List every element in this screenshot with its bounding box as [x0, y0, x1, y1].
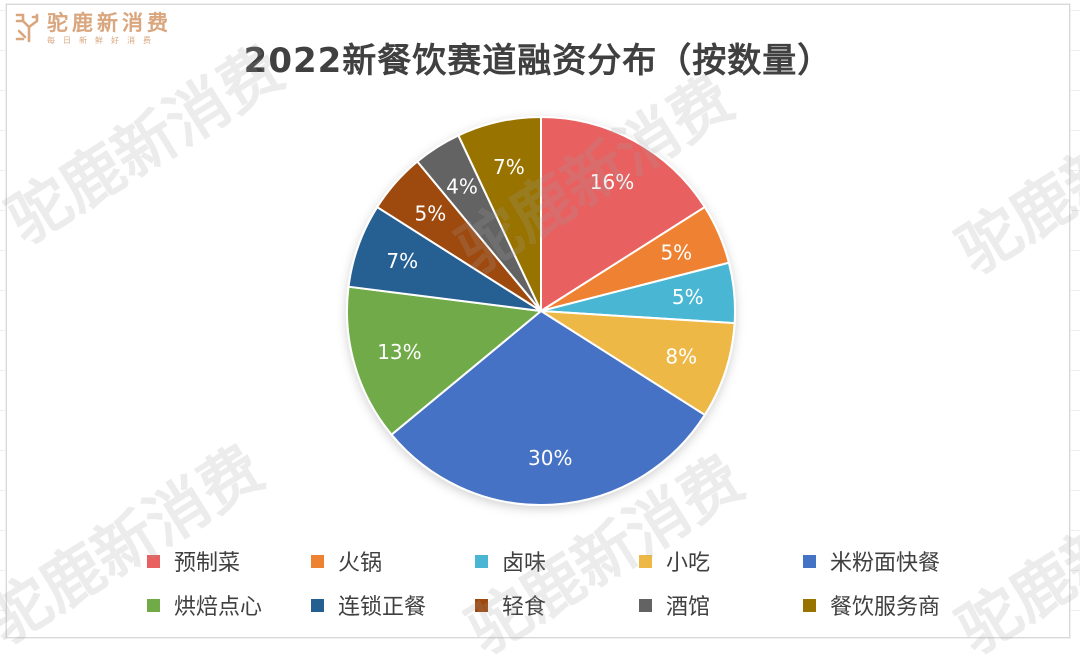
brand-name: 驼鹿新消费: [47, 11, 172, 35]
legend-swatch: [311, 554, 324, 568]
legend-swatch: [147, 598, 160, 612]
pie-data-label: 30%: [528, 446, 572, 470]
legend-label: 火锅: [338, 551, 383, 576]
legend-label: 餐饮服务商: [830, 595, 941, 620]
pie-data-label: 8%: [665, 345, 697, 369]
pie-data-label: 7%: [386, 249, 418, 273]
legend-swatch: [147, 554, 160, 568]
moose-logo-icon: [15, 13, 39, 43]
pie-chart: 16%5%5%8%30%13%7%5%4%7%: [346, 115, 736, 506]
pie-data-label: 5%: [660, 240, 692, 264]
legend-label: 烘焙点心: [174, 595, 263, 620]
pie-data-label: 13%: [377, 340, 421, 364]
legend-item: 烘焙点心: [147, 589, 311, 621]
chart-legend: 预制菜 火锅 卤味 小吃 米粉面快餐烘焙点心 连锁正餐 轻食 酒馆 餐饮服务商: [147, 545, 1027, 621]
legend-item: 小吃: [639, 545, 803, 577]
legend-item: 火锅: [311, 545, 475, 577]
legend-swatch: [311, 598, 324, 612]
pie-slice-小吃: [540, 310, 736, 417]
brand-tagline: 每日新鲜好消费: [47, 36, 159, 45]
legend-swatch: [475, 554, 488, 568]
legend-item: 餐饮服务商: [803, 589, 967, 621]
legend-item: 卤味: [475, 545, 639, 577]
legend-label: 轻食: [502, 595, 547, 620]
legend-label: 小吃: [666, 551, 711, 576]
legend-swatch: [639, 554, 652, 568]
pie-data-label: 16%: [590, 170, 634, 194]
legend-swatch: [639, 598, 652, 612]
legend-swatch: [803, 598, 816, 612]
pie-slice-米粉面快餐: [390, 309, 707, 506]
pie-slice-预制菜: [540, 115, 707, 313]
legend-swatch: [475, 598, 488, 612]
brand-logo-block: 驼鹿新消费 每日新鲜好消费: [13, 11, 172, 47]
legend-item: 连锁正餐: [311, 589, 475, 621]
legend-label: 连锁正餐: [338, 595, 427, 620]
legend-label: 预制菜: [174, 551, 241, 576]
chart-area: 驼鹿新消费 每日新鲜好消费 2022新餐饮赛道融资分布（按数量） 16% 5% 5%…: [0, 4, 1080, 668]
legend-item: 预制菜: [147, 545, 311, 577]
pie-slice-烘焙点心: [346, 285, 544, 437]
pie-data-label: 5%: [415, 201, 447, 225]
legend-item: 米粉面快餐: [803, 545, 967, 577]
legend-label: 酒馆: [666, 595, 711, 620]
pie-slice-餐饮服务商: [457, 115, 542, 312]
pie-data-label: 4%: [446, 175, 478, 199]
legend-item: 酒馆: [639, 589, 803, 621]
legend-label: 卤味: [502, 551, 547, 576]
pie-data-label: 7%: [493, 155, 525, 179]
chart-title: 2022新餐饮赛道融资分布（按数量）: [243, 41, 833, 81]
legend-item: 轻食: [475, 589, 639, 621]
pie-data-label: 5%: [672, 285, 704, 309]
legend-swatch: [803, 554, 816, 568]
legend-label: 米粉面快餐: [830, 551, 941, 576]
